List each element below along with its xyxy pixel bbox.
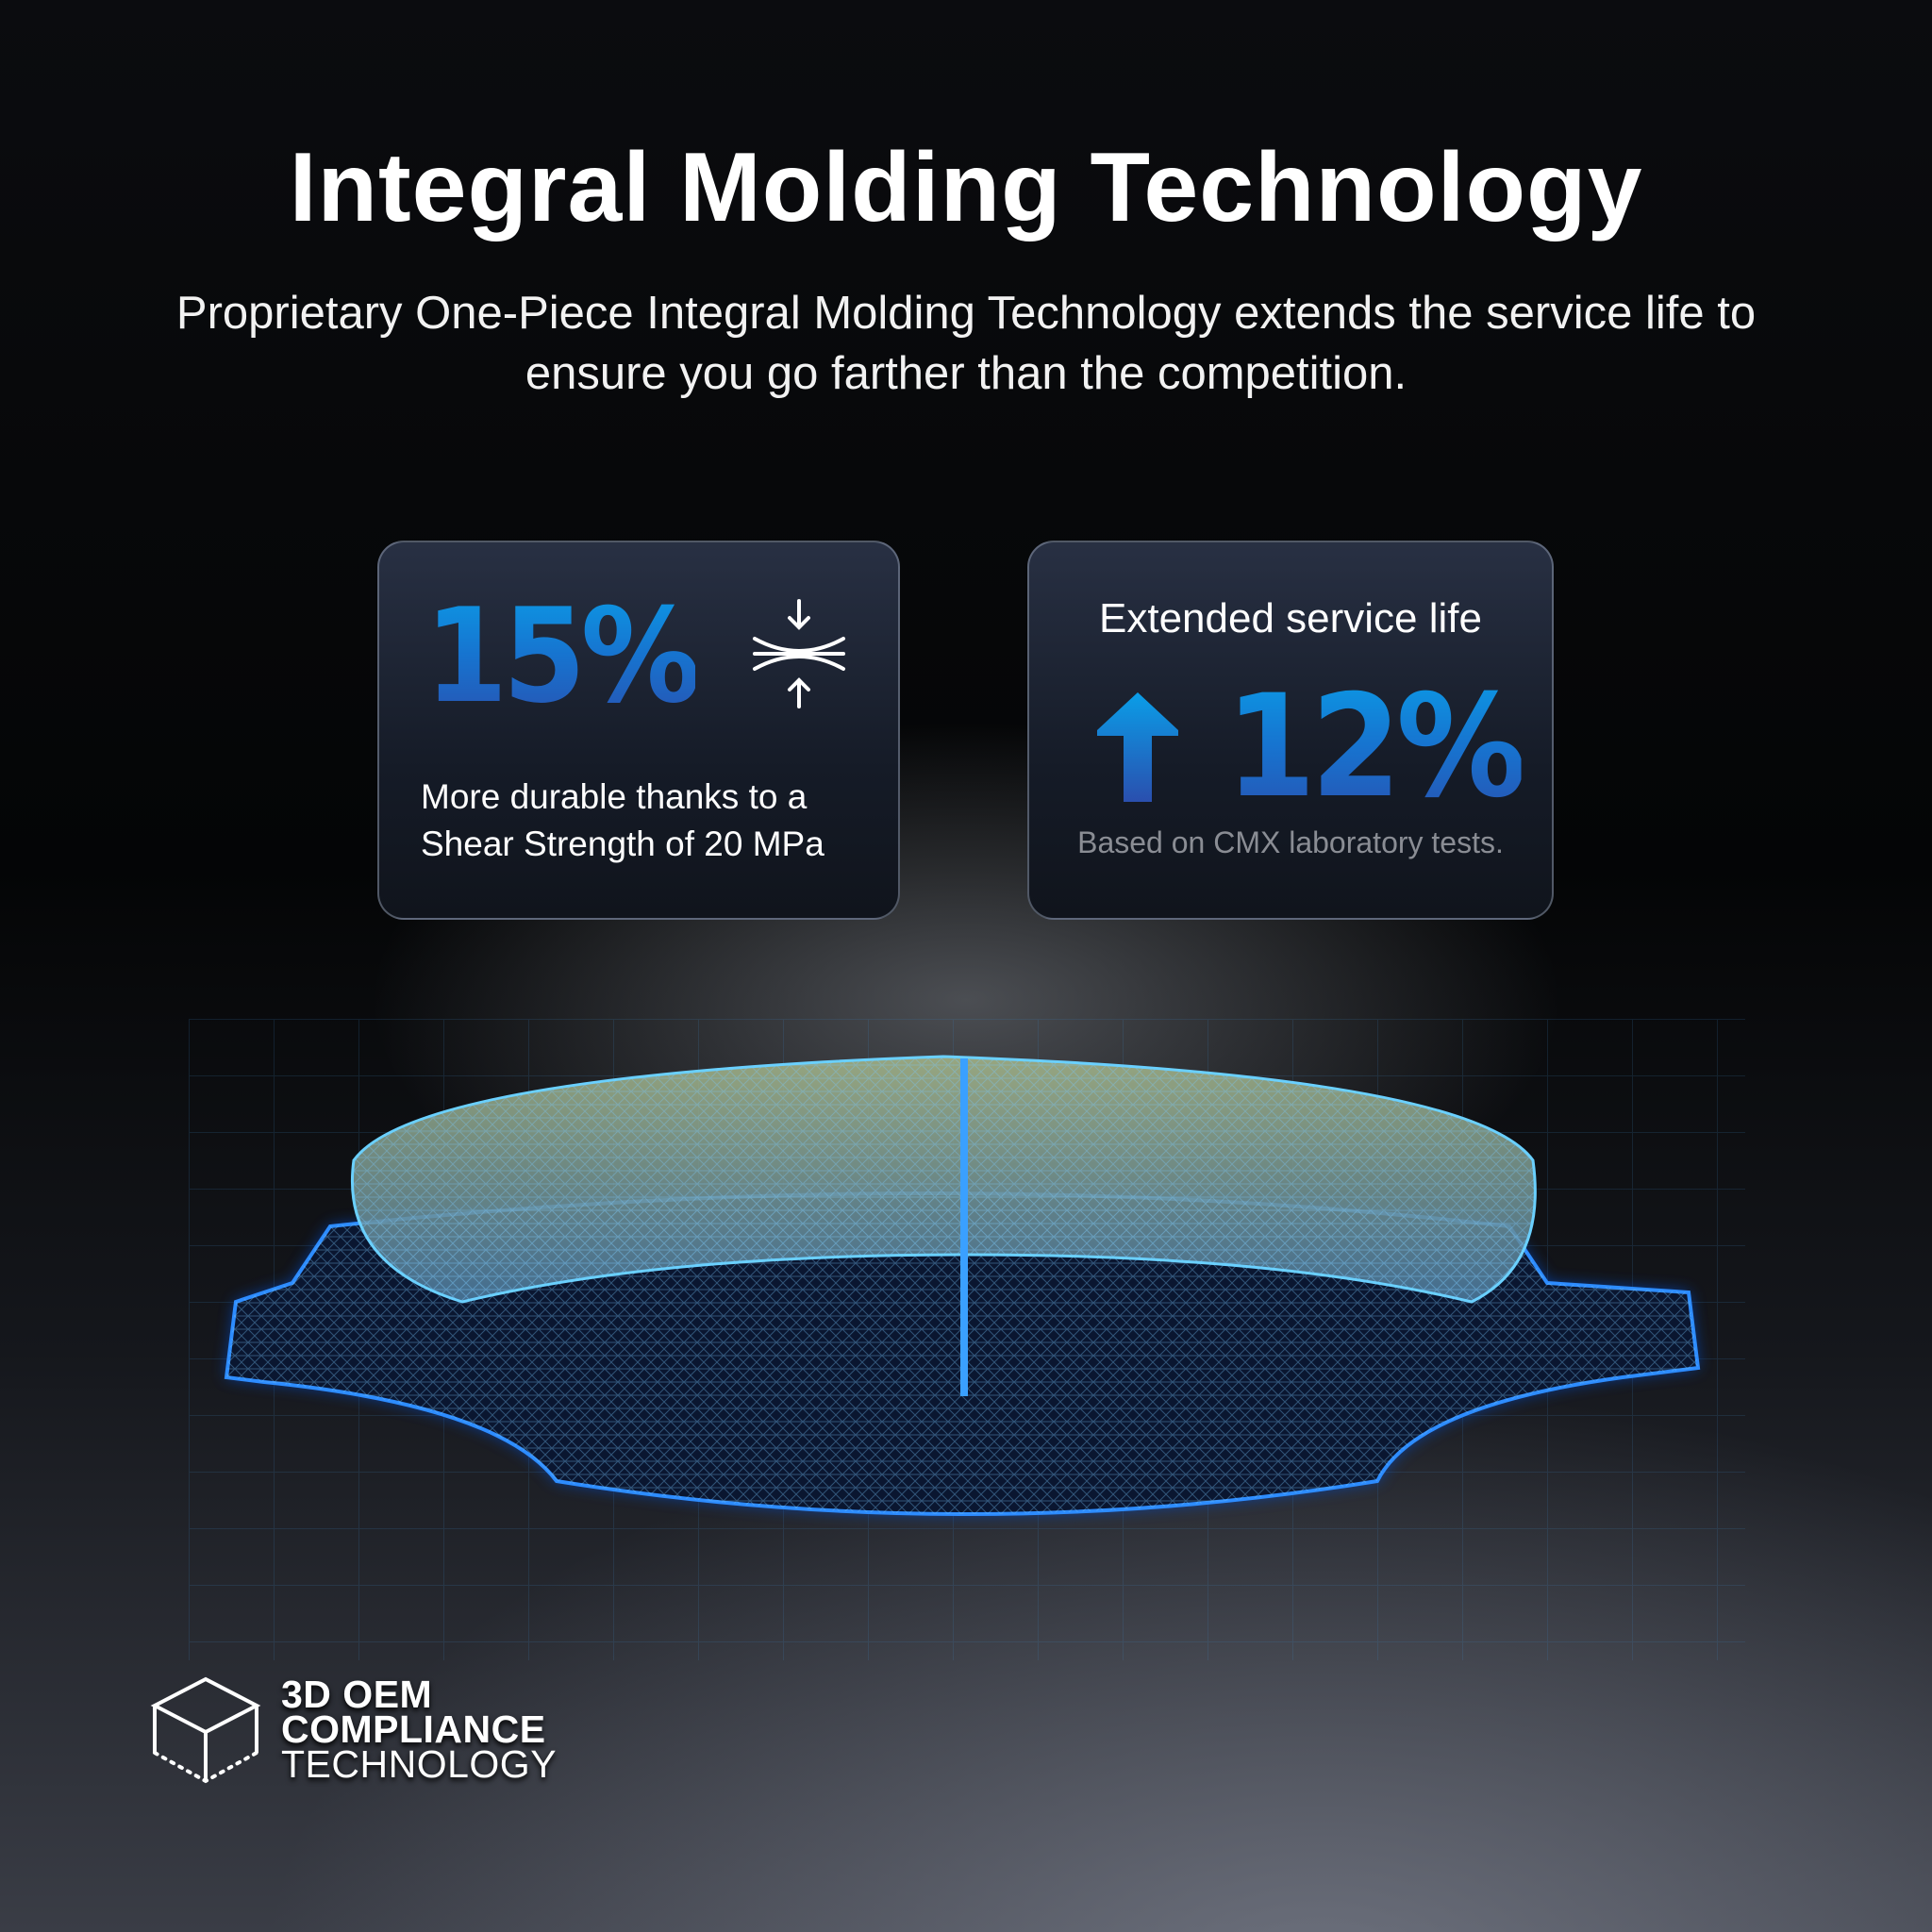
- compression-arrows-icon: [753, 599, 845, 708]
- durability-description: More durable thanks to a Shear Strength …: [421, 774, 824, 868]
- description-line: More durable thanks to a: [421, 777, 808, 816]
- page-title: Integral Molding Technology: [289, 133, 1643, 242]
- service-life-note: Based on CMX laboratory tests.: [1077, 825, 1504, 859]
- description-line: Shear Strength of 20 MPa: [421, 824, 824, 863]
- service-life-value: 12%: [1225, 665, 1526, 829]
- oem-compliance-logo: 3D OEM COMPLIANCE TECHNOLOGY: [281, 1673, 558, 1786]
- service-life-heading: Extended service life: [1099, 595, 1482, 641]
- durability-card: 15% More durable thanks to a Shear Stren…: [377, 541, 900, 920]
- service-life-card: Extended service life 12% Based on CMX l…: [1027, 541, 1554, 920]
- page-subtitle: Proprietary One-Piece Integral Molding T…: [175, 288, 1757, 399]
- durability-value: 15%: [425, 580, 701, 732]
- cube-icon: [150, 1676, 261, 1784]
- arrow-up-icon: [1097, 692, 1178, 802]
- logo-line: COMPLIANCE: [281, 1707, 546, 1751]
- brake-pad-wireframe-image: [189, 1019, 1745, 1660]
- logo-line: TECHNOLOGY: [281, 1742, 558, 1786]
- logo-line: 3D OEM: [281, 1673, 433, 1716]
